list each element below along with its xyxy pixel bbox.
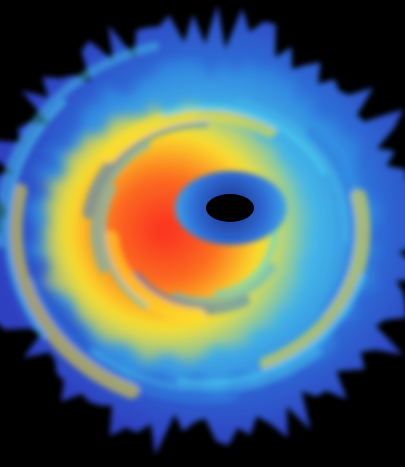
swirl-streak — [101, 106, 277, 163]
swirl-streak — [88, 347, 323, 395]
swirl-streak — [177, 274, 366, 386]
swirl-streak — [160, 103, 327, 176]
swirl-streak — [213, 227, 278, 297]
swirl-streak — [26, 277, 239, 404]
swirl-streaks — [0, 41, 371, 404]
swirl-streak — [100, 185, 148, 309]
swirl-streak — [4, 99, 67, 340]
swirl-streak — [259, 188, 371, 372]
swirl-streak — [90, 139, 151, 274]
swirl-streak — [171, 263, 276, 307]
swirl-streak — [233, 98, 352, 244]
swirl-streak — [103, 230, 206, 324]
black-core — [206, 194, 254, 222]
swirl-streak — [7, 183, 140, 399]
swirl-streak — [305, 126, 362, 316]
swirl-streak — [0, 41, 160, 249]
